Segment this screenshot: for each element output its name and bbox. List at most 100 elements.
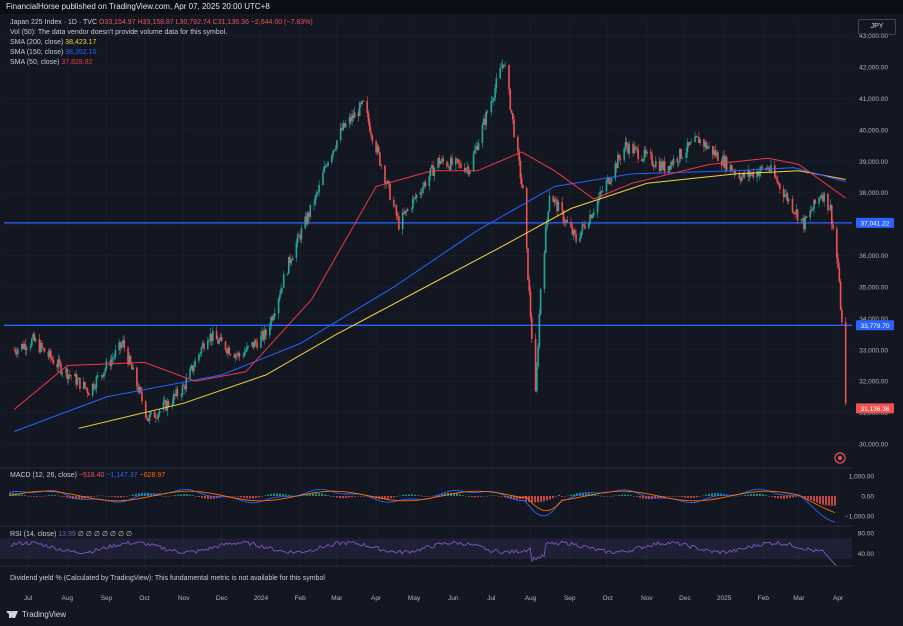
candle-body [610, 178, 613, 182]
candle-body [225, 349, 228, 354]
candle-body [48, 350, 51, 357]
candle-body [379, 152, 381, 166]
candle-body [180, 395, 182, 397]
candle-body [752, 171, 755, 178]
candle-body [776, 178, 779, 183]
candle-body [589, 214, 591, 224]
candle-body [23, 343, 26, 349]
candle-body [681, 157, 684, 159]
candle-body [485, 111, 488, 126]
macd-histogram-bar [600, 495, 602, 497]
publisher-bar: FinancialHorse published on TradingView.… [0, 0, 903, 14]
macd-histogram-bar [108, 496, 110, 497]
candle-body [247, 345, 250, 347]
macd-histogram-bar [168, 495, 170, 497]
macd-histogram-bar [240, 496, 242, 498]
candle-body [593, 212, 595, 215]
macd-histogram-bar [234, 496, 236, 497]
x-tick-label: Sep [101, 595, 113, 602]
legend-macd[interactable]: MACD (12, 26, close) −518.40 −1,147.37 −… [10, 472, 165, 479]
candle-body [717, 152, 719, 162]
tradingview-logo[interactable]: TradingView [6, 610, 66, 619]
candle-body [349, 117, 352, 122]
dividend-note: Dividend yield % (Calculated by TradingV… [10, 575, 325, 582]
x-tick-label: Feb [758, 595, 770, 602]
candle-body [203, 343, 205, 350]
candle-body [327, 162, 329, 166]
macd-histogram-bar [282, 493, 284, 496]
candle-body [336, 140, 338, 149]
currency-button[interactable]: JPY [858, 19, 896, 35]
macd-histogram-bar [528, 496, 530, 502]
macd-histogram-bar [309, 493, 311, 496]
macd-histogram-bar [711, 493, 713, 496]
macd-histogram-bar [561, 496, 563, 497]
y-tick-label: 43,000.00 [859, 33, 888, 40]
candle-body [389, 183, 391, 201]
candle-body [384, 165, 386, 184]
candle-body [490, 100, 493, 113]
candle-body [787, 198, 790, 202]
candle-body [148, 414, 151, 422]
candle-body [22, 343, 24, 349]
chart-canvas[interactable]: 30,000.00 31,000.00 32,000.00 33,000.00 34,0… [0, 14, 903, 606]
candle-body [100, 375, 103, 376]
sma200-value: 38,423.17 [65, 39, 97, 46]
candle-body [47, 352, 50, 357]
sma200-label: SMA (200, close) [10, 39, 64, 46]
candle-body [228, 347, 231, 355]
macd-histogram-bar [261, 496, 263, 497]
macd-histogram-bar [675, 496, 677, 497]
candle-body [663, 161, 666, 173]
candle-body [419, 192, 422, 195]
candle-body [605, 180, 608, 192]
macd-histogram-bar [618, 494, 620, 496]
legend-sma50[interactable]: SMA (50, close) 37,828.82 [10, 59, 93, 66]
candle-body [69, 374, 71, 376]
candle-body [70, 375, 72, 377]
candle-body [566, 220, 569, 223]
candle-body [103, 372, 105, 377]
candle-body [15, 352, 18, 355]
macd-histogram-bar [654, 496, 656, 499]
candle-body [527, 248, 529, 280]
candle-body [676, 158, 679, 163]
candle-body [14, 349, 17, 353]
rsi-label: RSI (14, close) [10, 531, 57, 538]
macd-histogram-bar [540, 496, 542, 502]
macd-histogram-bar [174, 495, 176, 496]
candle-body [429, 167, 432, 176]
legend-sma150[interactable]: SMA (150, close) 38,352.10 [10, 49, 96, 56]
legend-rsi[interactable]: RSI (14, close) 13.99 ∅ ∅ ∅ ∅ ∅ ∅ ∅ [10, 530, 132, 538]
candle-body [619, 158, 622, 160]
x-tick-label: Apr [371, 595, 382, 602]
candle-body [422, 186, 424, 193]
macd-histogram-bar [513, 496, 515, 500]
macd-histogram-bar [813, 496, 815, 502]
candle-body [642, 159, 644, 161]
candle-body [52, 359, 55, 364]
candle-body [351, 114, 353, 122]
candle-body [243, 352, 246, 357]
candle-body [123, 340, 126, 349]
macd-line-value: −1,147.37 [106, 472, 138, 479]
candle-body [360, 102, 362, 104]
candle-body [85, 387, 88, 389]
macd-histogram-bar [195, 496, 197, 497]
candle-body [615, 163, 618, 169]
candle-body [539, 288, 542, 314]
moving-averages [13, 151, 846, 432]
candle-body [579, 237, 581, 242]
candle-body [761, 166, 763, 168]
candle-body [499, 67, 501, 79]
candle-body [24, 343, 27, 351]
macd-histogram-bar [228, 496, 230, 497]
candle-body [811, 209, 814, 211]
macd-histogram-bar [378, 496, 380, 499]
macd-histogram-bar [678, 496, 680, 497]
y-tick-label: 31,000.00 [859, 410, 888, 417]
legend-sma200[interactable]: SMA (200, close) 38,423.17 [10, 39, 96, 46]
candle-body [715, 152, 718, 156]
candle-body [770, 165, 772, 172]
y-tick-label: 34,000.00 [859, 316, 888, 323]
